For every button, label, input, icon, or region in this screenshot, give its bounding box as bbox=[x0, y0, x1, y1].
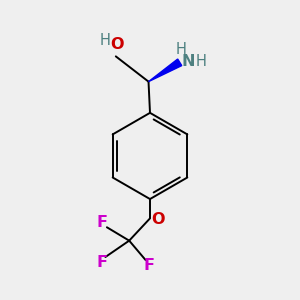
Text: F: F bbox=[97, 255, 108, 270]
Text: O: O bbox=[152, 212, 165, 227]
Text: F: F bbox=[97, 215, 108, 230]
Text: F: F bbox=[143, 258, 154, 273]
Text: H: H bbox=[176, 42, 187, 57]
Text: N: N bbox=[181, 54, 195, 69]
Text: H: H bbox=[100, 33, 111, 48]
Text: H: H bbox=[196, 54, 207, 69]
Polygon shape bbox=[148, 59, 182, 82]
Text: O: O bbox=[111, 37, 124, 52]
